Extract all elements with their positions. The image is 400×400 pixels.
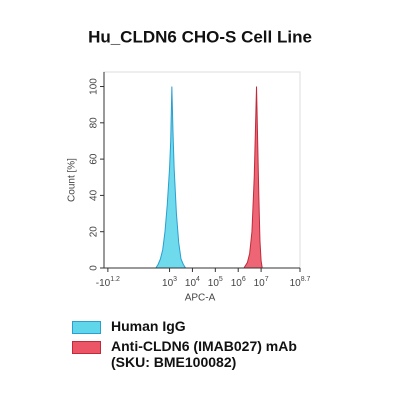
- y-tick-label: 0: [89, 265, 100, 271]
- plot-frame: [103, 71, 301, 269]
- x-tick-label: 106: [231, 276, 246, 289]
- y-tick-label: 20: [89, 226, 100, 238]
- legend-label: Human IgG: [111, 318, 186, 334]
- y-tick-label: 40: [89, 189, 100, 201]
- x-tick-label: 107: [254, 276, 269, 289]
- y-axis-label: Count [%]: [67, 158, 78, 202]
- legend-item: Human IgG: [72, 318, 332, 334]
- y-tick-label: 100: [89, 78, 100, 95]
- legend-label: Anti-CLDN6 (IMAB027) mAb (SKU: BME100082…: [111, 338, 297, 370]
- legend-swatch: [72, 341, 101, 354]
- legend-item: Anti-CLDN6 (IMAB027) mAb (SKU: BME100082…: [72, 338, 332, 370]
- legend-swatch: [72, 321, 101, 334]
- x-tick-label: 108.7: [290, 276, 311, 289]
- chart-title: Hu_CLDN6 CHO-S Cell Line: [88, 27, 312, 46]
- y-tick-label: 80: [89, 117, 100, 129]
- histogram-area: [154, 86, 187, 269]
- x-tick-label: -101.2: [96, 276, 120, 289]
- chart: Hu_CLDN6 CHO-S Cell Line APC-A Count [%]…: [67, 27, 312, 304]
- x-tick-label: 104: [185, 276, 200, 289]
- x-axis-label: APC-A: [185, 293, 216, 304]
- y-tick-label: 60: [89, 153, 100, 165]
- histogram-area: [243, 86, 263, 269]
- x-tick-label: 103: [162, 276, 177, 289]
- x-tick-label: 105: [208, 276, 223, 289]
